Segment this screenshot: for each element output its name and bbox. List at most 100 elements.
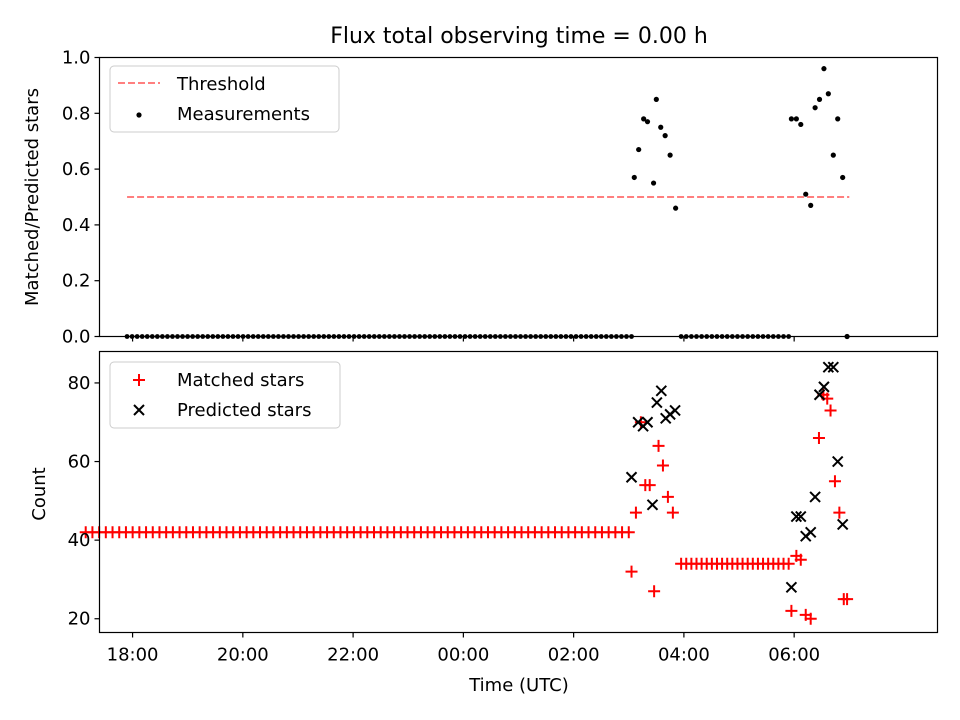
x-tick-label: 06:00 [768, 645, 820, 666]
predicted-point [795, 510, 807, 523]
x-tick-label: 02:00 [548, 645, 600, 666]
predicted-point [625, 471, 638, 483]
legend-measurements-swatch [136, 112, 142, 118]
bottom-y-tick-label: 60 [68, 452, 91, 473]
matched-point [622, 526, 635, 539]
predicted-point [790, 510, 803, 523]
bottom-legend-box [109, 361, 341, 429]
legend-threshold-label: Threshold [176, 74, 266, 95]
matched-point [833, 506, 846, 519]
measurement-point [821, 66, 827, 72]
legend-matched-label: Matched stars [177, 370, 304, 391]
predicted-point [641, 416, 654, 428]
measurement-point [667, 152, 673, 158]
matched-point [841, 593, 854, 606]
predicted-point [785, 581, 798, 594]
matched-point [828, 475, 841, 488]
predicted-point [809, 491, 821, 503]
x-tick-label: 04:00 [658, 645, 710, 666]
measurement-point [793, 116, 799, 122]
bottom-panel: 18:00 20:00 22:00 00:00 02:00 04:00 06:00 20 40… [29, 350, 939, 696]
legend-matched-swatch [133, 374, 145, 386]
measurement-point [788, 116, 795, 122]
measurement-point [641, 116, 647, 122]
matched-point [804, 612, 817, 625]
predicted-point [832, 455, 844, 468]
measurement-point [798, 121, 804, 128]
matched-point [656, 459, 669, 472]
legend-predicted-swatch [133, 404, 145, 416]
matched-point [782, 557, 795, 570]
x-tick-label: 20:00 [217, 645, 269, 666]
measurement-point [658, 124, 664, 130]
matched-point [625, 565, 638, 578]
measurement-point [808, 202, 814, 208]
top-y-tick-label: 0.6 [62, 159, 91, 180]
matched-point [824, 404, 837, 417]
measurement-point [653, 96, 659, 102]
x-tick-label: 18:00 [107, 645, 159, 666]
measurement-point [644, 119, 651, 125]
bottom-y-tick-label: 20 [68, 609, 91, 630]
top-y-tick-label: 1.0 [62, 48, 91, 69]
top-legend: Threshold Measurements [109, 65, 340, 133]
matched-point [812, 431, 825, 444]
predicted-point [651, 396, 663, 409]
matched-point [643, 479, 656, 492]
x-axis-label: Time (UTC) [468, 675, 569, 696]
bottom-y-tick-label: 80 [68, 373, 91, 394]
bottom-x-ticks: 18:00 20:00 22:00 00:00 02:00 04:00 06:00 [107, 632, 820, 666]
top-y-ticks: 0.0 0.2 0.4 0.6 0.8 1.0 [62, 48, 100, 348]
measurement-point [673, 205, 679, 211]
predicted-point [822, 361, 835, 373]
bottom-marks [79, 361, 854, 625]
x-tick-label: 22:00 [327, 645, 379, 666]
measurement-point [636, 146, 642, 153]
x-tick-label: 00:00 [437, 645, 489, 666]
measurement-point [662, 133, 668, 139]
top-panel: 0.0 0.2 0.4 0.6 0.8 1.0 Matched/Predicted sta… [22, 48, 939, 348]
matched-point [652, 439, 665, 452]
bottom-y-ticks: 20 40 60 80 [68, 373, 100, 630]
matched-point [666, 506, 679, 519]
top-y-tick-label: 0.2 [62, 271, 91, 292]
top-legend-box [109, 65, 340, 133]
matched-point [629, 506, 642, 519]
legend-measurements-label: Measurements [177, 104, 310, 125]
top-axes-frame [98, 56, 939, 338]
top-marks [124, 66, 850, 340]
chart-title: Flux total observing time = 0.00 h [330, 24, 708, 49]
measurement-point [835, 116, 841, 122]
matched-point [794, 553, 807, 566]
predicted-point [646, 499, 659, 511]
predicted-point [669, 404, 681, 417]
bottom-y-tick-label: 40 [68, 530, 91, 551]
measurement-point [840, 174, 846, 181]
top-y-tick-label: 0.0 [62, 327, 91, 348]
measurement-point [816, 96, 823, 102]
measurement-point [830, 152, 836, 158]
top-y-tick-label: 0.4 [62, 215, 91, 236]
top-y-tick-label: 0.8 [62, 103, 91, 124]
measurement-point [803, 191, 809, 197]
matched-point [648, 585, 661, 598]
predicted-point [818, 381, 830, 393]
predicted-point [804, 526, 817, 538]
matched-point [785, 604, 798, 617]
predicted-point [836, 518, 849, 531]
legend-predicted-label: Predicted stars [177, 400, 311, 421]
predicted-point [655, 385, 667, 397]
matched-point [661, 490, 674, 503]
top-y-axis-label: Matched/Predicted stars [22, 88, 43, 306]
bottom-legend: Matched stars Predicted stars [109, 361, 341, 429]
predicted-point [813, 389, 826, 401]
bottom-y-axis-label: Count [29, 467, 50, 520]
measurement-point [825, 91, 831, 97]
measurement-point [631, 174, 637, 181]
bottom-axes-frame [98, 350, 939, 634]
top-x-ticks [131, 336, 795, 342]
predicted-point [827, 361, 840, 373]
measurement-point [812, 105, 818, 111]
measurement-point [650, 180, 657, 186]
